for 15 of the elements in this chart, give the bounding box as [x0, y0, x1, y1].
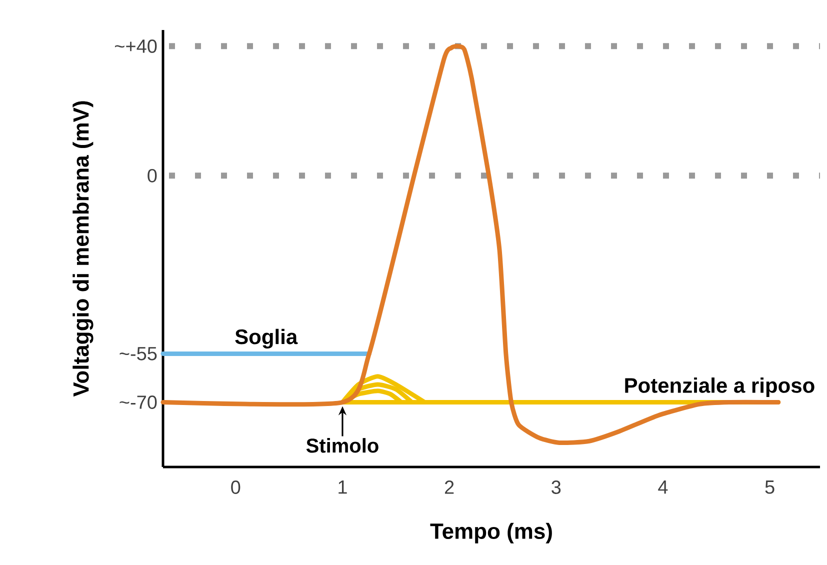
x-tick-label: 3: [552, 480, 561, 494]
x-tick-label: 2: [444, 480, 454, 494]
x-axis-title: Tempo (ms): [430, 522, 552, 544]
y-tick-label: ~-70: [120, 396, 157, 409]
y-axis-title: Voltaggio di membrana (mV): [72, 101, 94, 397]
series-label: Potenziale a riposo: [625, 377, 814, 398]
annotation: Stimolo: [306, 438, 378, 453]
x-tick-label: 4: [658, 480, 668, 494]
y-tick-label: ~-55: [120, 347, 157, 360]
y-tick-label: ~+40: [114, 39, 157, 53]
series-label: Soglia: [235, 328, 298, 349]
x-tick-label: 0: [231, 480, 240, 494]
x-tick-label: 1: [338, 480, 347, 494]
y-tick-label: 0: [148, 168, 157, 182]
x-tick-label: 5: [765, 480, 774, 494]
